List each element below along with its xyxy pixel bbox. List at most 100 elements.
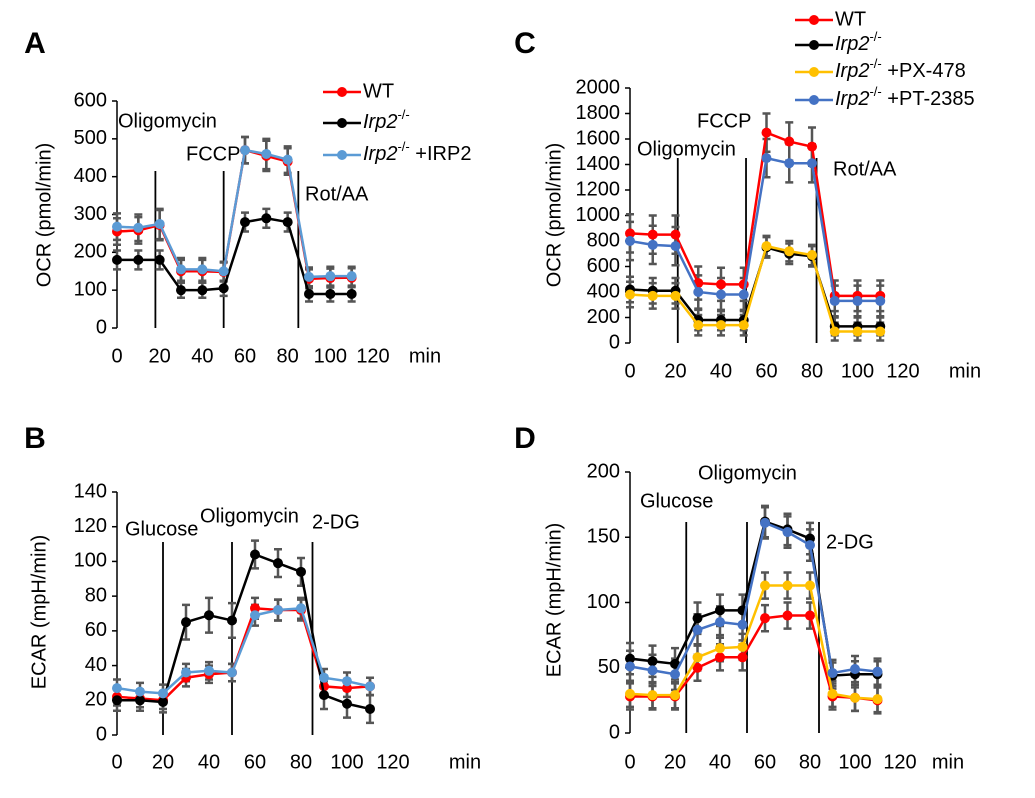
data-point (715, 617, 725, 628)
panel-letter: D (514, 422, 536, 455)
data-point (197, 285, 208, 296)
x-tick-label: 100 (330, 751, 363, 773)
x-tick-label: 60 (234, 345, 256, 367)
data-point (296, 566, 306, 577)
data-point (807, 158, 817, 169)
x-axis-label: min (449, 751, 481, 773)
y-tick-label: 20 (85, 689, 107, 711)
data-point (692, 624, 703, 635)
legend-label: Irp2-/- (363, 107, 410, 133)
x-axis-label: min (932, 751, 964, 773)
x-tick-label: 20 (149, 345, 171, 367)
data-point (250, 549, 260, 560)
series-line (117, 217, 352, 296)
data-point (692, 662, 703, 673)
legend-marker (809, 15, 819, 25)
legend-label: WT (363, 80, 394, 102)
legend-marker (337, 150, 347, 160)
legend-marker (809, 95, 819, 105)
panel: B ECAR (mpH/min) min 0 20 40 60 80 100 120 140 0 20 4… (24, 422, 481, 773)
data-point (693, 320, 704, 331)
data-point (240, 217, 250, 228)
series-line (116, 606, 371, 695)
data-point (760, 517, 770, 528)
legend-label: Irp2-/- +PT-2385 (835, 84, 975, 110)
y-tick-label: 140 (74, 480, 107, 502)
y-tick-label: 500 (74, 127, 107, 149)
annotation: Rot/AA (833, 158, 897, 180)
data-point (829, 295, 840, 306)
legend-marker (809, 40, 819, 50)
x-tick-label: 80 (801, 360, 823, 382)
data-point (738, 289, 749, 300)
y-tick-label: 200 (74, 241, 107, 263)
data-point (782, 610, 793, 621)
y-tick-label: 1000 (576, 204, 621, 226)
x-tick-label: 80 (290, 751, 312, 773)
data-point (181, 667, 191, 678)
legend-marker (809, 67, 819, 77)
data-point (625, 228, 635, 239)
data-point (342, 698, 352, 709)
y-tick-label: 0 (609, 331, 620, 353)
series-line (116, 606, 371, 702)
annotation: FCCP (697, 110, 751, 132)
data-point (852, 295, 863, 306)
data-point (181, 617, 191, 628)
data-point (250, 603, 260, 614)
data-point (325, 271, 336, 282)
x-tick-label: 0 (111, 751, 122, 773)
data-point (715, 643, 725, 654)
data-point (176, 264, 186, 275)
y-tick-label: 400 (587, 280, 620, 302)
data-point (670, 669, 680, 680)
x-tick-label: 120 (356, 345, 389, 367)
x-tick-label: 40 (709, 751, 731, 773)
data-point (158, 697, 168, 708)
y-tick-label: 100 (74, 278, 107, 300)
x-tick-label: 20 (664, 751, 686, 773)
data-point (304, 288, 314, 299)
data-point (805, 540, 815, 551)
y-tick-label: 120 (74, 515, 107, 537)
data-point (304, 271, 314, 282)
data-point (273, 558, 283, 569)
data-point (760, 580, 770, 591)
data-point (204, 665, 214, 676)
data-point (692, 652, 703, 663)
x-tick-label: 60 (244, 751, 266, 773)
annotation: Oligomycin (200, 505, 299, 527)
data-point (625, 236, 635, 246)
data-point (716, 320, 726, 331)
data-point (365, 681, 375, 692)
data-point (647, 229, 658, 240)
data-point (227, 615, 237, 626)
y-tick-label: 100 (74, 550, 107, 572)
data-point (647, 690, 658, 701)
x-tick-label: 60 (754, 751, 776, 773)
data-point (112, 221, 122, 232)
data-point (273, 605, 283, 616)
data-point (204, 610, 214, 621)
x-tick-label: 100 (841, 360, 874, 382)
x-axis-label: min (949, 360, 981, 382)
data-point (158, 688, 168, 699)
legend-label: Irp2-/- +PX-478 (835, 56, 966, 82)
x-tick-label: 80 (799, 751, 821, 773)
data-point (261, 148, 272, 159)
x-tick-label: 80 (277, 345, 299, 367)
data-point (197, 264, 208, 275)
data-point (625, 653, 635, 664)
x-tick-label: 0 (111, 345, 122, 367)
data-point (715, 605, 725, 616)
data-point (827, 688, 838, 699)
x-tick-label: 120 (883, 751, 916, 773)
data-point (647, 665, 658, 676)
data-point (625, 661, 635, 672)
y-tick-label: 0 (96, 316, 107, 338)
data-point (782, 527, 793, 538)
y-tick-label: 1800 (576, 102, 621, 124)
x-tick-label: 100 (838, 751, 871, 773)
y-tick-label: 1600 (576, 127, 621, 149)
